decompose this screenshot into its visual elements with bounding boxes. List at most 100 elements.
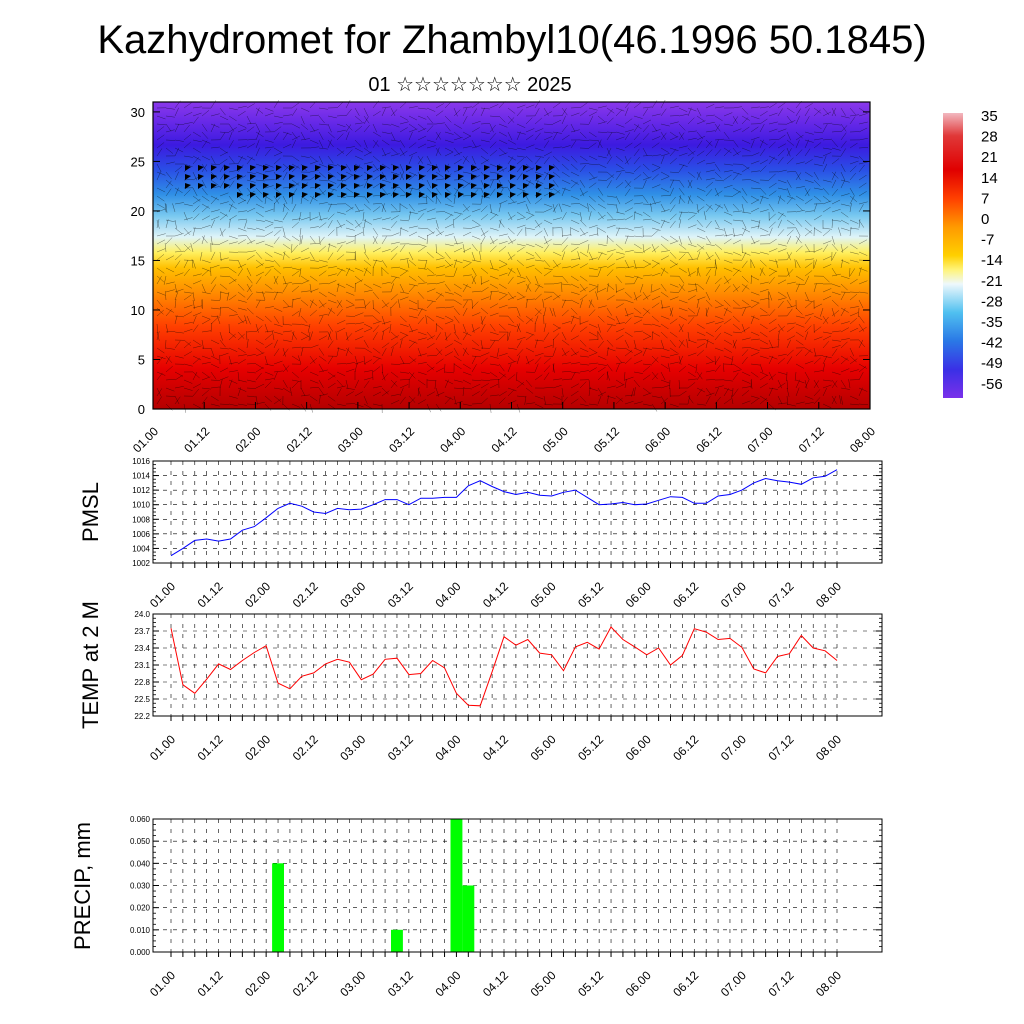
wind-barb	[705, 275, 710, 285]
wind-barb	[210, 322, 213, 333]
wind-barb	[336, 115, 347, 117]
wind-barb	[291, 139, 297, 149]
wind-barb	[192, 339, 201, 346]
wind-barb	[687, 339, 697, 344]
wind-barb	[282, 275, 287, 285]
wind-barb	[678, 235, 682, 245]
wind-barb	[165, 161, 175, 165]
wind-barb	[264, 195, 267, 205]
wind-barb	[822, 316, 829, 325]
wind-barb	[831, 219, 841, 222]
wind-barb	[489, 141, 497, 149]
wind-barb	[309, 275, 318, 282]
wind-barb	[309, 395, 318, 402]
wind-flag	[341, 174, 347, 180]
wind-barb	[282, 266, 293, 269]
wind-flag	[549, 183, 555, 189]
wind-barb	[642, 347, 652, 350]
wind-barb	[750, 170, 760, 173]
wind-barb	[588, 111, 598, 117]
wind-barb	[372, 391, 382, 397]
wind-barb	[669, 105, 679, 109]
wind-barb	[480, 397, 488, 405]
wind-flag	[380, 165, 386, 171]
wind-barb	[192, 383, 202, 389]
wind-barb	[768, 371, 774, 381]
wind-barb	[840, 327, 850, 333]
wind-barb	[777, 102, 786, 109]
wind-barb	[291, 182, 300, 189]
wind-barb	[318, 302, 327, 309]
wind-barb	[462, 131, 472, 137]
wind-barb	[768, 112, 778, 117]
wind-barb	[858, 267, 862, 277]
wind-barb	[444, 203, 454, 208]
wind-barb	[237, 128, 247, 133]
wind-barb	[480, 383, 489, 389]
wind-barb	[597, 355, 607, 360]
wind-barb	[336, 129, 346, 133]
wind-barb	[462, 231, 472, 237]
wind-barb	[651, 315, 659, 323]
wind-barb	[435, 171, 444, 178]
wind-barb	[768, 227, 773, 237]
wind-barb	[777, 395, 783, 405]
wind-barb	[660, 99, 666, 109]
wind-barb	[192, 155, 202, 161]
wind-barb	[417, 316, 424, 325]
wind-barb	[381, 331, 385, 341]
wind-barb	[201, 376, 211, 381]
wind-barb	[354, 379, 360, 389]
wind-barb	[426, 217, 436, 221]
wind-barb	[561, 321, 571, 325]
wind-barb	[408, 259, 417, 266]
wind-barb	[858, 251, 868, 256]
wind-barb	[507, 387, 517, 392]
wind-barb	[300, 315, 308, 323]
wind-barb	[255, 395, 258, 405]
wind-barb	[723, 131, 730, 140]
wind-barb	[723, 347, 732, 353]
wind-barb	[444, 147, 454, 153]
wind-barb	[714, 321, 724, 325]
wind-flag	[263, 183, 269, 189]
wind-barb	[696, 235, 706, 240]
wind-barb	[444, 320, 454, 325]
wind-barb	[417, 387, 420, 397]
wind-barb	[498, 391, 507, 397]
wind-barb	[813, 142, 822, 149]
wind-barb	[534, 315, 539, 325]
wind-barb	[696, 388, 703, 397]
wind-barb	[534, 339, 538, 349]
wind-barb	[813, 380, 820, 389]
wind-barb	[705, 139, 713, 147]
colorbar-label: -56	[981, 376, 1003, 393]
y-tick-label: 20	[131, 204, 145, 219]
wind-barb	[561, 203, 571, 207]
wind-barb	[426, 355, 437, 357]
wind-barb	[417, 399, 426, 405]
wind-barb	[345, 379, 349, 389]
wind-barb	[669, 147, 679, 152]
wind-barb	[345, 219, 354, 226]
wind-barb	[525, 144, 535, 149]
wind-barb	[156, 248, 166, 253]
wind-barb	[759, 347, 770, 349]
wind-barb	[363, 267, 368, 277]
wind-barb	[309, 309, 317, 317]
y-tick-label: 30	[131, 105, 145, 120]
wind-barb	[831, 358, 840, 365]
wind-barb	[615, 361, 625, 365]
wind-barb	[750, 199, 760, 205]
wind-flag	[523, 174, 529, 180]
x-tick-label: 05.00	[528, 968, 559, 999]
wind-barb	[453, 136, 463, 141]
wind-barb	[768, 173, 776, 181]
wind-barb	[318, 235, 321, 245]
wind-barb	[417, 115, 427, 120]
wind-barb	[336, 385, 346, 389]
wind-barb	[390, 347, 394, 357]
wind-barb	[597, 243, 607, 247]
wind-barb	[219, 251, 222, 261]
wind-barb	[639, 283, 644, 293]
